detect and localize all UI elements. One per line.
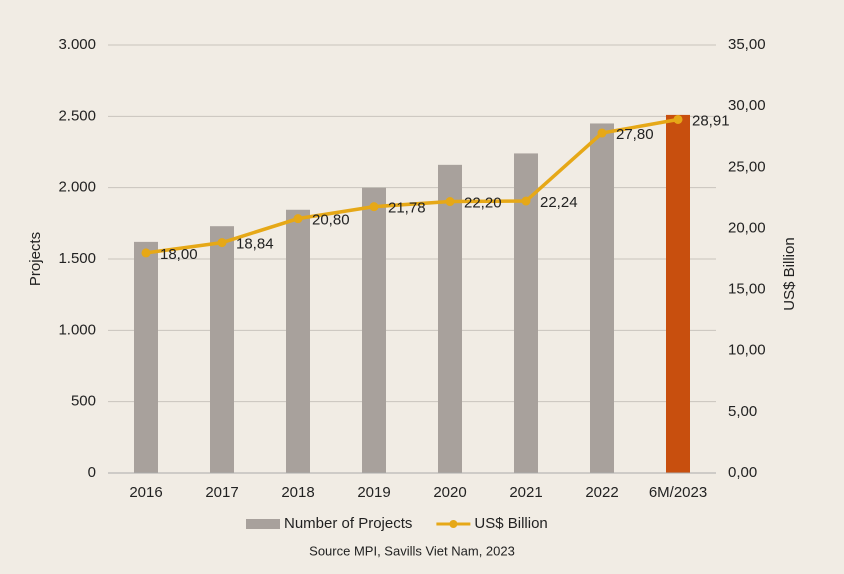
x-tick-label: 2022 (585, 484, 618, 501)
data-label: 27,80 (616, 126, 654, 143)
x-tick-label: 2017 (205, 484, 238, 501)
bar (438, 164, 462, 473)
data-label: 21,78 (388, 200, 426, 217)
x-tick-label: 2020 (433, 484, 466, 501)
y2-tick-label: 25,00 (728, 158, 766, 175)
y-tick-label: 1.500 (58, 250, 96, 267)
data-label: 18,00 (160, 246, 198, 263)
y2-tick-label: 0,00 (728, 464, 757, 481)
data-label: 22,24 (540, 194, 578, 211)
point (673, 114, 683, 124)
y-tick-label: 0 (88, 464, 96, 481)
y2-tick-label: 20,00 (728, 219, 766, 236)
y2-tick-label: 5,00 (728, 403, 757, 420)
point (521, 196, 531, 206)
y-tick-label: 1.000 (58, 321, 96, 338)
bar (666, 114, 690, 473)
bar (134, 241, 158, 473)
bar (286, 209, 310, 473)
legend-swatch (246, 519, 280, 529)
point (217, 238, 227, 248)
y-tick-label: 500 (71, 393, 96, 410)
y-axis-label: Projects (27, 232, 44, 286)
x-tick-label: 2021 (509, 484, 542, 501)
y2-tick-label: 30,00 (728, 97, 766, 114)
point (141, 248, 151, 258)
y2-tick-label: 10,00 (728, 342, 766, 359)
bar (362, 187, 386, 473)
x-tick-label: 2018 (281, 484, 314, 501)
point (369, 202, 379, 212)
y2-tick-label: 35,00 (728, 36, 766, 53)
point (445, 197, 455, 207)
data-label: 18,84 (236, 236, 274, 253)
point (293, 214, 303, 224)
y2-tick-label: 15,00 (728, 281, 766, 298)
data-label: 20,80 (312, 212, 350, 229)
y-tick-label: 3.000 (58, 36, 96, 53)
x-tick-label: 6M/2023 (649, 484, 707, 501)
bar (590, 123, 614, 473)
data-label: 22,20 (464, 194, 502, 211)
line (145, 117, 679, 255)
y-tick-label: 2.500 (58, 107, 96, 124)
y-tick-label: 2.000 (58, 179, 96, 196)
bar (514, 153, 538, 473)
x-tick-label: 2016 (129, 484, 162, 501)
y2-axis-label: US$ Billion (781, 237, 798, 310)
legend-label: US$ Billion (474, 515, 547, 532)
legend-swatch (449, 520, 458, 528)
source: Source MPI, Savills Viet Nam, 2023 (309, 543, 515, 558)
x-tick-label: 2019 (357, 484, 390, 501)
bar (210, 226, 234, 473)
legend-label: Number of Projects (284, 515, 412, 532)
point (597, 128, 607, 138)
data-label: 28,91 (692, 112, 730, 129)
